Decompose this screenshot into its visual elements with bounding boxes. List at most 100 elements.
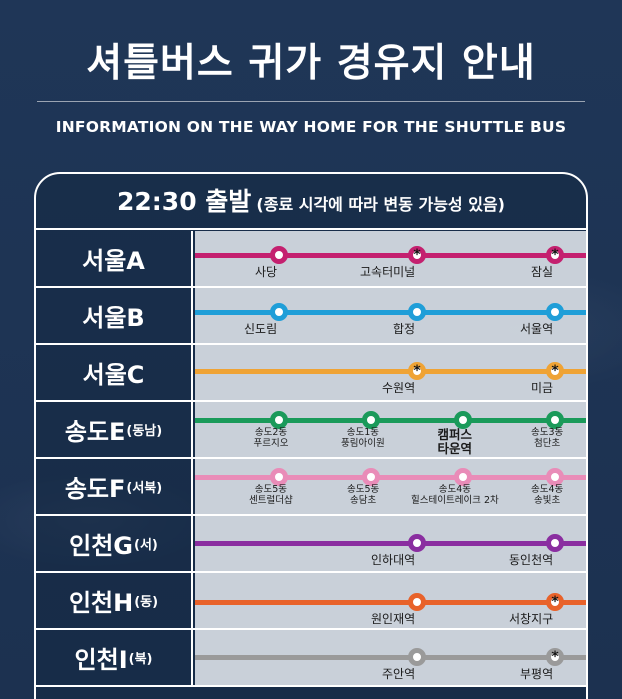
route-line: [195, 475, 586, 480]
stop-label: 미금: [531, 381, 553, 396]
route-row: 서울C 수원역 미금: [36, 345, 586, 402]
stop-name: 송도5동: [254, 484, 287, 495]
stop-name: 사당: [255, 265, 278, 279]
stop-label: 송도1동 풍림아이원: [341, 427, 385, 450]
stop-name: 캠퍼스: [437, 427, 473, 442]
route-name-text: 서울B: [82, 304, 145, 332]
stop-label: 잠실: [531, 265, 554, 280]
route-line: [195, 600, 586, 605]
stop-label: 서창지구: [509, 612, 554, 627]
stop-subname: 풍림아이원: [341, 437, 385, 449]
stop-name: 송도4동: [531, 484, 564, 495]
stop-label: 서울역: [520, 322, 554, 337]
stop-label: 송도5동 송담초: [347, 484, 380, 507]
route-line: [195, 310, 586, 315]
stop-marker: [270, 303, 288, 321]
stop-name: 원인재역: [371, 612, 416, 626]
route-row: 인천G (서) 인하대역 동인천역: [36, 516, 586, 573]
route-name-text: 송도E: [64, 418, 126, 446]
route-row: 인천H(동) 원인재역 서창지구: [36, 573, 586, 630]
stop-marker: [408, 648, 426, 666]
stop-name: 동인천역: [509, 553, 554, 567]
stop-name: 송도5동: [347, 484, 380, 495]
stop-label: 인하대역: [371, 553, 416, 568]
route-direction: (북): [128, 652, 153, 667]
stop-subname: 타운역: [437, 441, 473, 457]
stop-marker-starred: [408, 246, 426, 264]
route-name: 송도F (서북): [36, 459, 193, 514]
route-map: 주안역 부평역: [195, 630, 586, 685]
route-row: 인천I(북) 주안역 부평역: [36, 630, 586, 687]
route-name-text: 송도F: [64, 475, 126, 503]
stop-marker: [408, 534, 426, 552]
route-map: 인하대역 동인천역: [195, 516, 586, 571]
route-name: 서울A: [36, 231, 193, 286]
route-line: [195, 253, 586, 258]
route-line: [195, 655, 586, 660]
route-name: 인천G (서): [36, 516, 193, 571]
stop-marker-starred: [408, 362, 426, 380]
stop-marker-starred: [546, 246, 564, 264]
stop-marker: [270, 246, 288, 264]
route-name-text: 서울C: [82, 361, 145, 389]
departure-header: 22:30 출발 (종료 시각에 따라 변동 가능성 있음): [36, 174, 586, 230]
stop-name: 수원역: [382, 381, 416, 395]
stop-marker: [454, 468, 472, 486]
stop-label: 송도3동 첨단초: [531, 427, 563, 450]
route-line: [195, 418, 586, 423]
divider: [37, 101, 585, 102]
stop-subname: 센트럴더샵: [249, 494, 293, 506]
stop-subname: 첨단초: [534, 437, 561, 449]
page-title: 셔틀버스 귀가 경유지 안내: [86, 41, 536, 86]
stop-name: 주안역: [382, 667, 416, 681]
route-map: 원인재역 서창지구: [195, 573, 586, 628]
route-name: 인천H (동): [36, 573, 193, 628]
route-map: 송도2동 푸르지오 송도1동 풍림아이원 캠퍼스 타운역 송도3동 첨단초: [195, 402, 586, 457]
stop-name: 송도1동: [346, 427, 379, 438]
stop-marker-starred: [546, 648, 564, 666]
departure-note: (종료 시각에 따라 변동 가능성 있음): [256, 195, 505, 214]
stop-name: 송도2동: [254, 427, 288, 438]
route-direction: (동남): [126, 424, 163, 439]
stop-label: 송도5동 센트럴더샵: [249, 484, 293, 507]
route-name-text: 인천H: [68, 589, 134, 617]
route-map: 송도5동 센트럴더샵 송도5동 송담초 송도4동 힐스테이트레이크 2차 송도4동 송빛초: [195, 459, 586, 514]
route-name-text: 인천G: [69, 532, 133, 560]
stop-name: 잠실: [531, 265, 554, 279]
stop-name: 부평역: [520, 667, 554, 681]
stop-marker-starred: [546, 593, 564, 611]
stop-label: 수원역: [382, 381, 416, 396]
stop-subname: 힐스테이트레이크 2차: [411, 494, 499, 506]
route-name: 서울C: [36, 345, 193, 400]
stop-marker: [454, 411, 472, 429]
route-line: [195, 541, 586, 546]
route-name-text: 인천I: [74, 646, 128, 674]
route-row: 서울B 신도림 합정 서울역: [36, 288, 586, 345]
stop-name: 서창지구: [509, 612, 554, 626]
departure-time: 22:30 출발: [117, 187, 252, 216]
stop-name: 서울역: [520, 322, 554, 336]
route-map: 사당 고속터미널 잠실: [195, 231, 586, 286]
stop-marker: [546, 534, 564, 552]
stop-marker: [546, 303, 564, 321]
stop-marker: [362, 468, 380, 486]
route-row: 송도E (동남) 송도2동 푸르지오 송도1동 풍림아이원 캠퍼스 타운역 송도3동 첨단초: [36, 402, 586, 459]
stop-label: 고속터미널: [360, 265, 415, 280]
stop-label: 송도2동 푸르지오: [254, 427, 289, 450]
stop-subname: 송빛초: [534, 494, 561, 506]
route-map: 신도림 합정 서울역: [195, 288, 586, 343]
stop-label: 원인재역: [371, 612, 416, 627]
route-name-text: 서울A: [82, 247, 145, 275]
stop-name: 송도4동: [438, 484, 471, 495]
route-row: 송도F (서북) 송도5동 센트럴더샵 송도5동 송담초 송도4동 힐스테이트레이크 2차 송도…: [36, 459, 586, 516]
stop-name: 인하대역: [371, 553, 416, 567]
stop-name: 신도림: [244, 322, 278, 336]
route-name: 서울B: [36, 288, 193, 343]
stop-label: 신도림: [244, 322, 278, 337]
route-direction: (동): [134, 595, 159, 610]
stop-subname: 송담초: [350, 494, 377, 506]
stop-marker: [408, 303, 426, 321]
stop-label: 합정: [393, 322, 415, 337]
stop-marker: [546, 411, 564, 429]
stop-label: 사당: [255, 265, 278, 280]
